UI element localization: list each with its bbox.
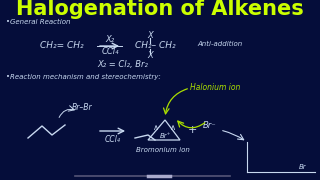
Text: CCl₄: CCl₄ xyxy=(105,134,121,143)
Text: Anti-addition: Anti-addition xyxy=(197,41,243,47)
Text: X₂ = Cl₂, Br₂: X₂ = Cl₂, Br₂ xyxy=(97,60,148,69)
Text: X: X xyxy=(147,31,153,40)
Text: Br⁻: Br⁻ xyxy=(203,122,217,130)
Text: Br–Br: Br–Br xyxy=(72,102,92,111)
Text: +: + xyxy=(187,125,197,135)
Text: Halogenation of Alkenes: Halogenation of Alkenes xyxy=(16,0,304,19)
Text: ∧: ∧ xyxy=(153,123,159,132)
Text: General Reaction: General Reaction xyxy=(10,19,70,25)
Text: X₂: X₂ xyxy=(105,35,115,44)
Text: ∧: ∧ xyxy=(170,123,176,132)
Text: CCl₄: CCl₄ xyxy=(101,48,119,57)
Text: •: • xyxy=(6,19,10,25)
Text: X: X xyxy=(147,51,153,60)
Text: Br⁺: Br⁺ xyxy=(159,133,171,139)
Text: CH₂– CH₂: CH₂– CH₂ xyxy=(135,42,175,51)
Text: Reaction mechanism and stereochemistry:: Reaction mechanism and stereochemistry: xyxy=(10,74,161,80)
Text: CH₂= CH₂: CH₂= CH₂ xyxy=(40,42,84,51)
Text: Br: Br xyxy=(299,164,307,170)
Text: Halonium ion: Halonium ion xyxy=(190,82,240,91)
Text: Bromonium ion: Bromonium ion xyxy=(136,147,190,153)
Text: •: • xyxy=(6,74,10,80)
